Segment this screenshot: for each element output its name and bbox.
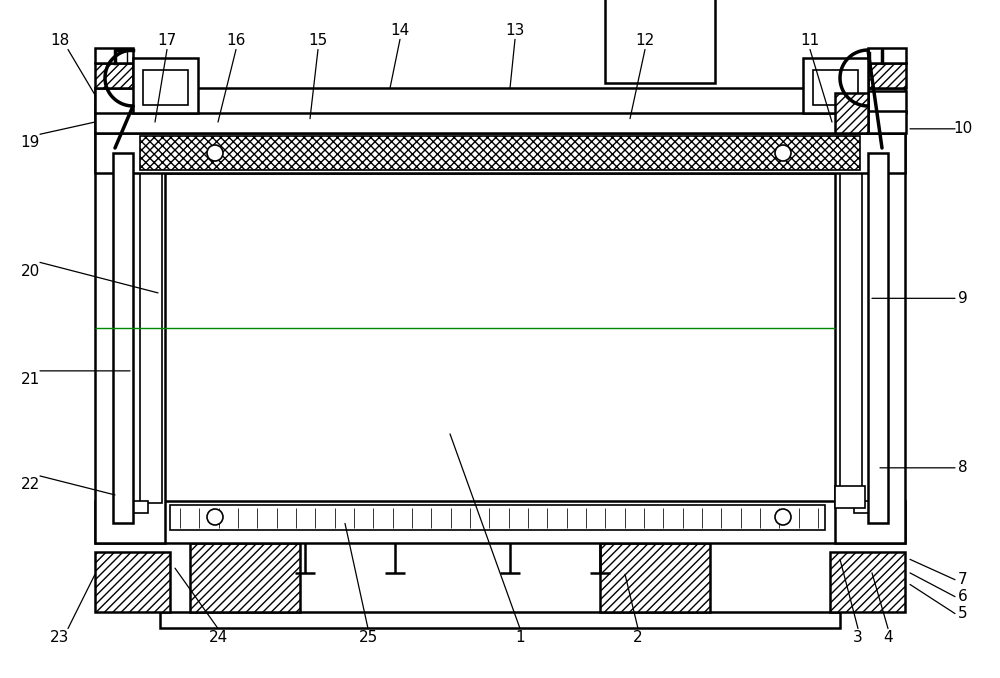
Circle shape [207,509,223,525]
Bar [868,63,906,88]
Text: 1: 1 [515,630,525,645]
Text: 13: 13 [505,23,525,38]
Bar [835,93,868,133]
Text: 7: 7 [958,572,968,587]
Text: 25: 25 [358,630,378,645]
Bar [868,48,906,63]
Circle shape [775,509,791,525]
Text: 18: 18 [50,33,70,48]
Text: 16: 16 [226,33,246,48]
Bar [830,552,905,612]
Text: 24: 24 [208,630,228,645]
Bar [835,486,865,508]
Bar [95,88,165,543]
Bar [95,88,905,113]
Bar [95,48,133,63]
Circle shape [207,145,223,161]
Text: 15: 15 [308,33,328,48]
Text: 19: 19 [20,135,40,150]
Bar [95,63,133,88]
Bar [868,111,906,133]
Text: 6: 6 [958,589,968,604]
Bar [868,153,888,523]
Bar [854,501,869,513]
Bar [162,173,840,503]
Bar [95,501,905,543]
Bar [605,0,715,83]
Bar [160,612,840,628]
Text: 9: 9 [958,291,968,306]
Text: 20: 20 [20,264,40,279]
Bar [133,501,148,513]
Bar [170,505,825,530]
Text: 14: 14 [390,23,410,38]
Bar [803,58,868,113]
Text: 2: 2 [633,630,643,645]
Bar [95,133,905,173]
Text: 21: 21 [20,372,40,387]
Bar [600,543,710,612]
Text: 4: 4 [883,630,893,645]
Bar [95,111,905,133]
Text: 11: 11 [800,33,820,48]
Bar [140,173,162,503]
Bar [868,91,906,113]
Text: 3: 3 [853,630,863,645]
Bar [143,70,188,105]
Bar [95,552,170,612]
Bar [813,70,858,105]
Text: 12: 12 [635,33,655,48]
Bar [840,173,862,503]
Bar [133,58,198,113]
Text: 5: 5 [958,606,968,621]
Text: 23: 23 [50,630,70,645]
Circle shape [775,145,791,161]
Bar [835,88,905,543]
Text: 22: 22 [20,477,40,492]
Bar [113,153,133,523]
Text: 8: 8 [958,460,968,475]
Bar [190,543,300,612]
Bar [140,136,860,170]
Text: 10: 10 [953,121,973,136]
Text: 17: 17 [157,33,177,48]
